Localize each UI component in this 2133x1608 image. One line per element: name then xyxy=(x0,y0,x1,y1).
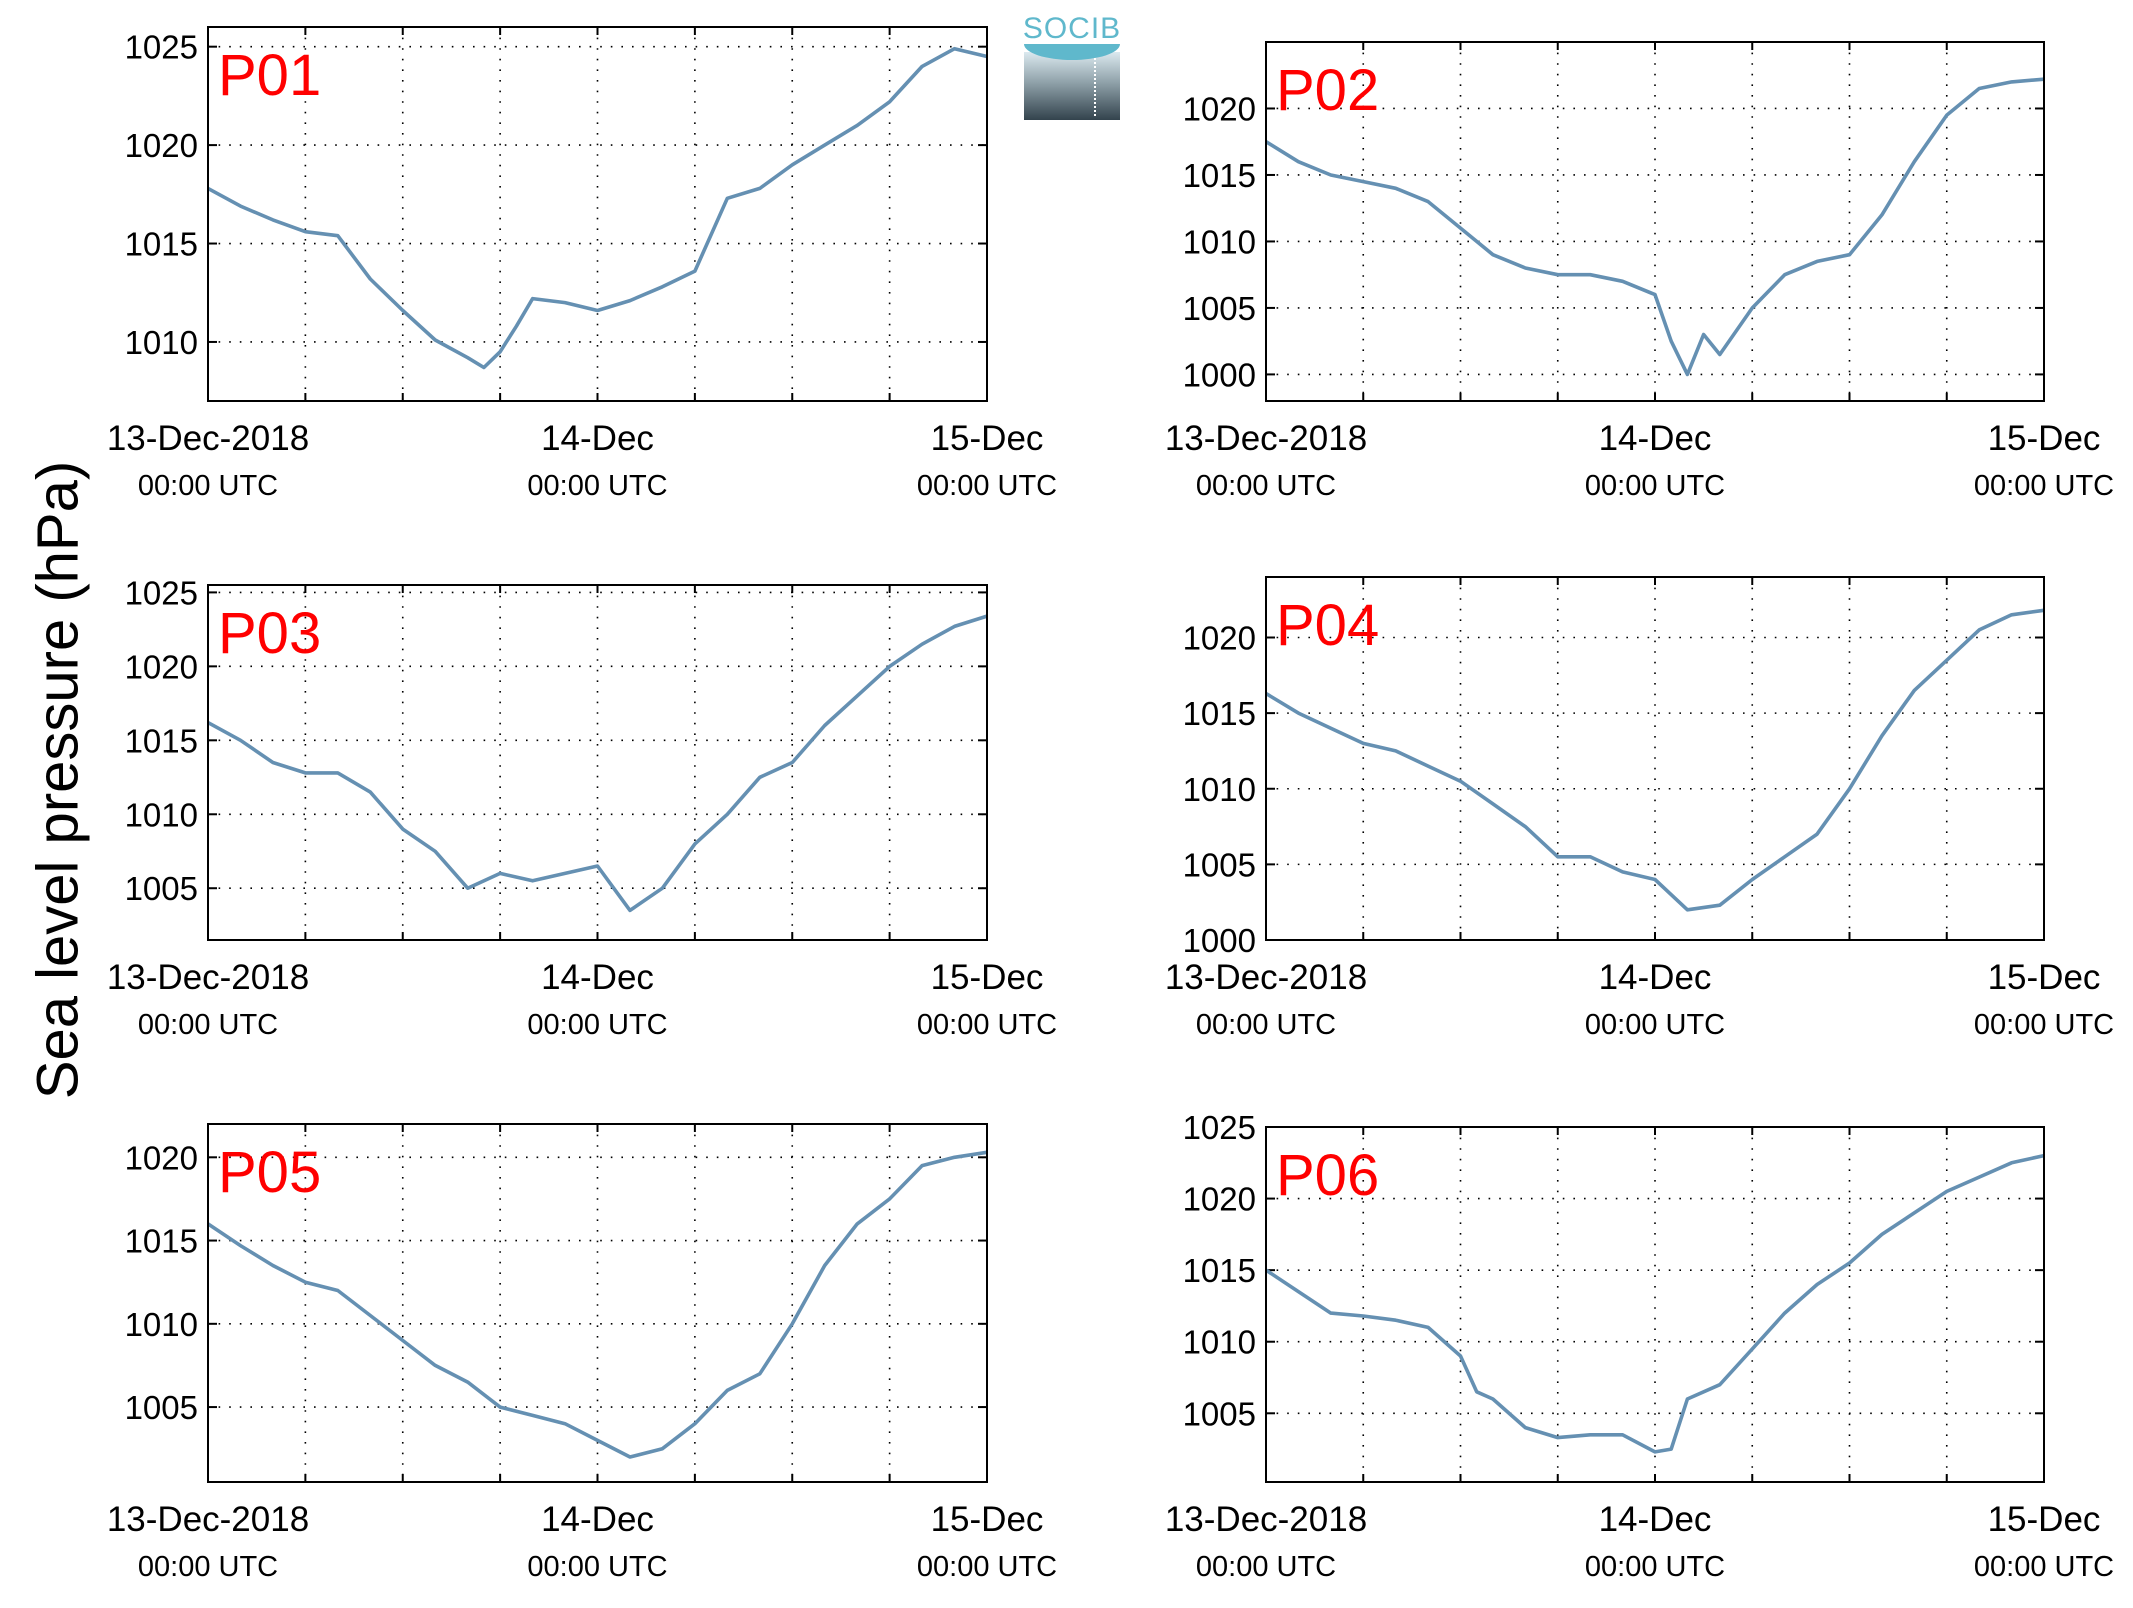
series-line-p04 xyxy=(1265,608,2045,912)
panel-label: P05 xyxy=(218,1140,321,1205)
series-line-p02 xyxy=(1265,77,2045,377)
panel-p01: 1010 1015 1020 1025 P01 13-Dec-2018 00:00 UTC 1… xyxy=(107,26,1057,502)
y-tick-label: 1005 xyxy=(1183,846,1256,883)
x-tick-label: 13-Dec-2018 xyxy=(1165,1500,1367,1539)
y-tick-label: 1000 xyxy=(1183,922,1256,959)
x-tick-label: 13-Dec-2018 xyxy=(107,419,309,458)
axes-frame xyxy=(1265,41,2045,402)
logo-dotted-line xyxy=(1094,58,1096,116)
x-tick-sublabel: 00:00 UTC xyxy=(1196,1551,1336,1583)
x-tick-sublabel: 00:00 UTC xyxy=(138,470,278,502)
y-tick-label: 1015 xyxy=(125,722,198,759)
panel-label: P02 xyxy=(1276,58,1379,123)
series-line-p05 xyxy=(207,1150,988,1459)
x-tick-sublabel: 00:00 UTC xyxy=(1974,470,2114,502)
x-tick-sublabel: 00:00 UTC xyxy=(1585,1009,1725,1041)
y-tick-label: 1010 xyxy=(125,324,198,361)
y-tick-label: 1020 xyxy=(1183,90,1256,127)
x-tick-sublabel: 00:00 UTC xyxy=(527,1009,667,1041)
x-tick-sublabel: 00:00 UTC xyxy=(1585,1551,1725,1583)
y-tick-label: 1010 xyxy=(125,1306,198,1343)
panel-label: P04 xyxy=(1276,593,1379,658)
y-tick-label: 1025 xyxy=(125,29,198,66)
x-tick-label: 15-Dec xyxy=(1988,958,2101,997)
x-tick-label: 15-Dec xyxy=(1988,1500,2101,1539)
x-tick-label: 14-Dec xyxy=(541,958,654,997)
y-tick-label: 1005 xyxy=(125,1389,198,1426)
axes-frame xyxy=(207,26,988,402)
panel-label: P01 xyxy=(218,43,321,108)
x-tick-sublabel: 00:00 UTC xyxy=(917,470,1057,502)
x-tick-label: 13-Dec-2018 xyxy=(107,1500,309,1539)
logo-gradient-block xyxy=(1024,52,1120,120)
x-tick-label: 14-Dec xyxy=(1599,958,1712,997)
y-axis-label: Sea level pressure (hPa) xyxy=(25,460,91,1100)
x-tick-sublabel: 00:00 UTC xyxy=(917,1551,1057,1583)
series-line-p03 xyxy=(207,614,988,913)
y-tick-label: 1010 xyxy=(125,796,198,833)
axes-frame xyxy=(207,584,988,941)
y-tick-label: 1000 xyxy=(1183,356,1256,393)
y-tick-label: 1010 xyxy=(1183,223,1256,260)
axes-frame xyxy=(1265,1126,2045,1483)
x-tick-sublabel: 00:00 UTC xyxy=(1196,470,1336,502)
y-tick-label: 1005 xyxy=(1183,1395,1256,1432)
x-tick-label: 14-Dec xyxy=(1599,419,1712,458)
logo-text: SOCIB xyxy=(1022,12,1122,45)
x-tick-sublabel: 00:00 UTC xyxy=(917,1009,1057,1041)
logo-wave xyxy=(1024,44,1120,60)
y-tick-label: 1020 xyxy=(1183,1181,1256,1218)
y-tick-label: 1005 xyxy=(1183,290,1256,327)
x-tick-sublabel: 00:00 UTC xyxy=(1974,1551,2114,1583)
panel-p05: 1005 1010 1015 1020 P05 13-Dec-2018 00:00 UTC 1… xyxy=(107,1123,1057,1583)
x-tick-sublabel: 00:00 UTC xyxy=(1585,470,1725,502)
panel-label: P03 xyxy=(218,601,321,666)
series-line-p06 xyxy=(1265,1153,2045,1454)
axes-frame xyxy=(1265,576,2045,941)
x-tick-label: 14-Dec xyxy=(541,1500,654,1539)
y-tick-label: 1010 xyxy=(1183,1324,1256,1361)
panel-p04: 1000 1005 1010 1015 1020 P04 13-Dec-2018 00:00 … xyxy=(1165,576,2114,1041)
y-tick-label: 1025 xyxy=(1183,1109,1256,1146)
panel-p02: 1000 1005 1010 1015 1020 P02 13-Dec-2018 00:00 … xyxy=(1165,41,2114,502)
y-tick-label: 1015 xyxy=(125,1223,198,1260)
x-tick-sublabel: 00:00 UTC xyxy=(138,1009,278,1041)
y-tick-label: 1025 xyxy=(125,574,198,611)
y-tick-label: 1015 xyxy=(1183,157,1256,194)
x-tick-label: 15-Dec xyxy=(931,1500,1044,1539)
socib-logo: SOCIB xyxy=(1022,10,1122,122)
y-tick-label: 1020 xyxy=(125,648,198,685)
x-tick-label: 13-Dec-2018 xyxy=(107,958,309,997)
series-line-p01 xyxy=(207,46,988,370)
x-tick-sublabel: 00:00 UTC xyxy=(527,1551,667,1583)
y-tick-label: 1015 xyxy=(1183,1252,1256,1289)
x-tick-sublabel: 00:00 UTC xyxy=(527,470,667,502)
axes-frame xyxy=(207,1123,988,1483)
y-tick-label: 1020 xyxy=(1183,620,1256,657)
x-tick-sublabel: 00:00 UTC xyxy=(1974,1009,2114,1041)
x-tick-sublabel: 00:00 UTC xyxy=(138,1551,278,1583)
x-tick-label: 13-Dec-2018 xyxy=(1165,419,1367,458)
x-tick-label: 14-Dec xyxy=(541,419,654,458)
y-tick-label: 1015 xyxy=(1183,695,1256,732)
x-tick-label: 15-Dec xyxy=(931,419,1044,458)
panel-p03: 1005 1010 1015 1020 1025 P03 13-Dec-2018 00:00 … xyxy=(107,574,1057,1041)
y-tick-label: 1020 xyxy=(125,127,198,164)
x-tick-label: 15-Dec xyxy=(931,958,1044,997)
panel-label: P06 xyxy=(1276,1143,1379,1208)
x-tick-label: 14-Dec xyxy=(1599,1500,1712,1539)
y-tick-label: 1010 xyxy=(1183,771,1256,808)
x-tick-label: 13-Dec-2018 xyxy=(1165,958,1367,997)
x-tick-label: 15-Dec xyxy=(1988,419,2101,458)
panel-p06: 1005 1010 1015 1020 1025 P06 13-Dec-2018 00:00 … xyxy=(1165,1109,2114,1583)
y-tick-label: 1005 xyxy=(125,870,198,907)
x-tick-sublabel: 00:00 UTC xyxy=(1196,1009,1336,1041)
y-tick-label: 1020 xyxy=(125,1139,198,1176)
y-tick-label: 1015 xyxy=(125,226,198,263)
